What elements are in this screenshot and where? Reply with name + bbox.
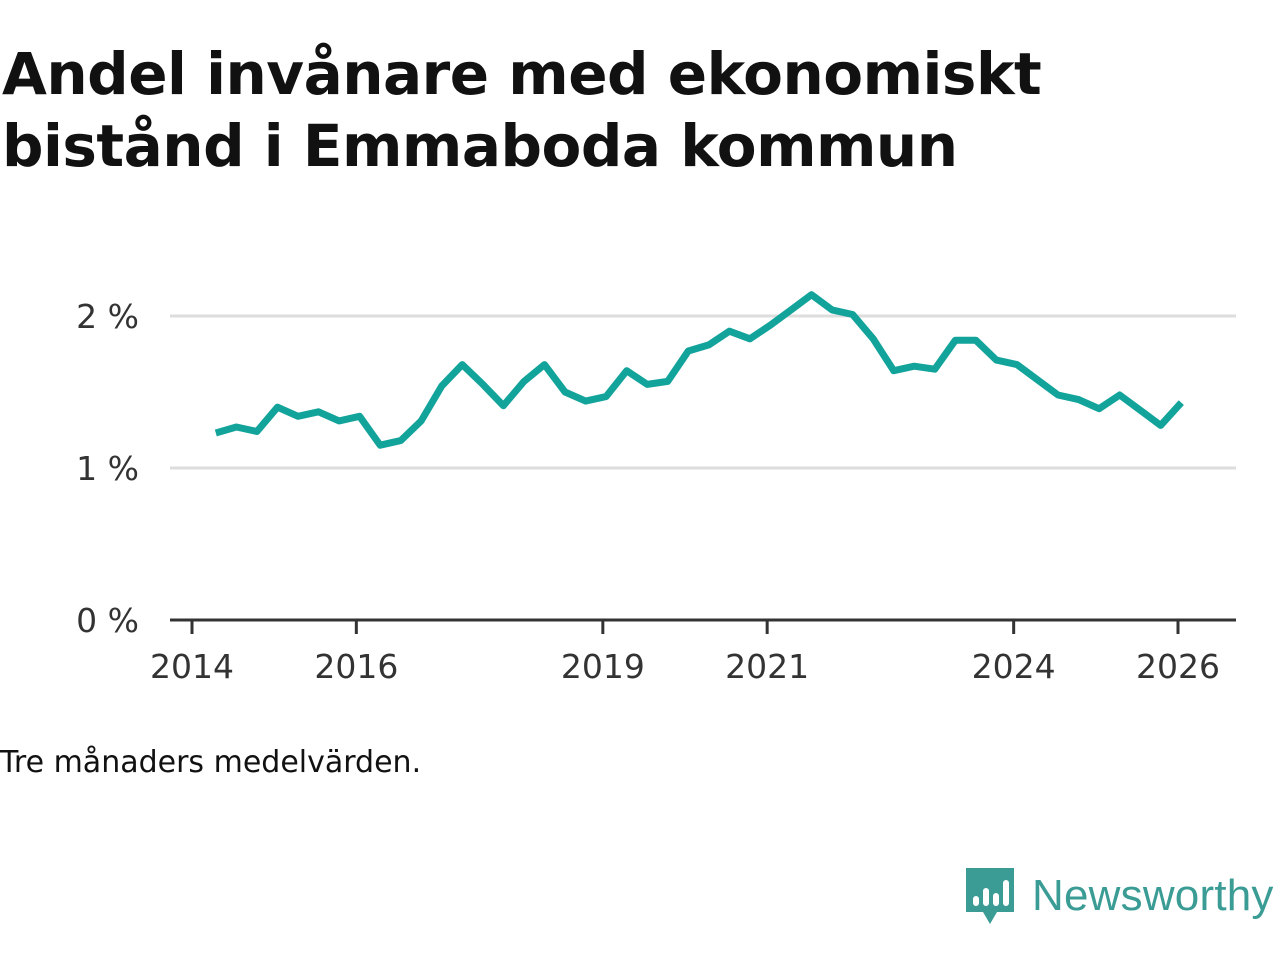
- series-layer: [213, 291, 1184, 449]
- data-point: [213, 430, 219, 436]
- chart-title-line-1: Andel invånare med ekonomiskt: [2, 40, 1042, 108]
- y-tick-label: 1 %: [76, 449, 139, 488]
- data-point: [870, 336, 876, 342]
- data-point: [275, 404, 281, 410]
- data-point: [583, 398, 589, 404]
- x-tick-label: 2019: [561, 647, 645, 686]
- data-point: [644, 381, 650, 387]
- data-point: [357, 413, 363, 419]
- data-point: [562, 389, 568, 395]
- x-tick-label: 2014: [150, 647, 234, 686]
- y-tick-label: 2 %: [76, 297, 139, 336]
- data-point: [603, 394, 609, 400]
- brand-logo[interactable]: Newsworthy: [964, 866, 1274, 926]
- data-point: [1076, 397, 1082, 403]
- data-point: [377, 442, 383, 448]
- x-tick-label: 2021: [725, 647, 809, 686]
- data-point: [500, 403, 506, 409]
- chart-note: Tre månaders medelvärden.: [0, 745, 422, 780]
- chart-title: Andel invånare med ekonomiskt bistånd i …: [2, 38, 1202, 182]
- data-point: [973, 337, 979, 343]
- data-point: [295, 413, 301, 419]
- data-point: [254, 429, 260, 435]
- data-point: [829, 307, 835, 313]
- line-chart: 2014 2016 2019 2021 2024 2026 0 % 1 % 2 %: [76, 291, 1236, 686]
- data-point: [747, 336, 753, 342]
- data-point: [850, 312, 856, 318]
- data-point: [706, 342, 712, 348]
- data-point: [891, 368, 897, 374]
- data-point: [398, 438, 404, 444]
- data-point: [480, 381, 486, 387]
- data-point: [418, 418, 424, 424]
- data-point: [1055, 392, 1061, 398]
- data-point: [1014, 362, 1020, 368]
- chart-title-line-2: bistånd i Emmaboda kommun: [2, 112, 958, 180]
- data-point: [1096, 406, 1102, 412]
- data-point: [726, 328, 732, 334]
- data-point: [542, 362, 548, 368]
- y-tick-label: 0 %: [76, 601, 139, 640]
- data-point: [665, 378, 671, 384]
- data-point: [316, 409, 322, 415]
- data-point: [932, 366, 938, 372]
- x-tick-label: 2026: [1136, 647, 1220, 686]
- data-point: [1117, 392, 1123, 398]
- data-point: [993, 357, 999, 363]
- data-point: [788, 307, 794, 313]
- brand-name: Newsworthy: [1032, 871, 1274, 920]
- series-line-0: [214, 291, 1184, 449]
- data-point: [233, 424, 239, 430]
- x-axis: 2014 2016 2019 2021 2024 2026: [150, 618, 1236, 686]
- data-point: [1158, 422, 1164, 428]
- data-point: [809, 292, 815, 298]
- gridlines: [170, 314, 1236, 470]
- data-point: [1178, 400, 1184, 406]
- x-tick-label: 2016: [314, 647, 398, 686]
- data-point: [1035, 377, 1041, 383]
- data-point: [439, 383, 445, 389]
- data-point: [521, 378, 527, 384]
- data-point: [952, 337, 958, 343]
- data-point: [685, 348, 691, 354]
- data-point: [911, 363, 917, 369]
- data-point: [459, 362, 465, 368]
- data-point: [624, 368, 630, 374]
- newsworthy-logo-icon: [966, 868, 1014, 924]
- data-point: [1137, 407, 1143, 413]
- data-point: [768, 322, 774, 328]
- data-point: [336, 418, 342, 424]
- x-tick-label: 2024: [972, 647, 1056, 686]
- y-axis-labels: 0 % 1 % 2 %: [76, 297, 139, 640]
